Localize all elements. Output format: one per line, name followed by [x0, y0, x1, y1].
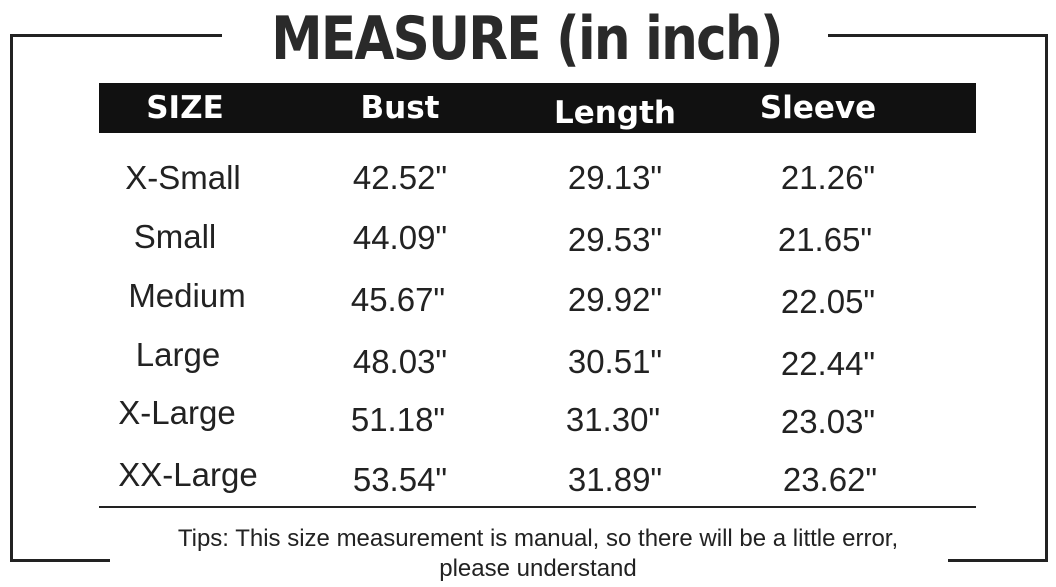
cell-length: 31.30": [565, 401, 661, 438]
frame-bottom-right: [948, 559, 1048, 562]
frame-top-right: [828, 34, 1048, 37]
table-bottom-rule: [99, 506, 976, 508]
tips-line-1: Tips: This size measurement is manual, s…: [177, 525, 899, 552]
frame-right: [1045, 34, 1048, 562]
frame-top-left: [10, 34, 222, 37]
cell-size: Small: [133, 218, 217, 255]
cell-length: 29.53": [567, 221, 663, 258]
cell-bust: 48.03": [352, 343, 448, 380]
table-header-bar: [99, 83, 976, 133]
tips-note: Tips: This size measurement is manual, s…: [100, 524, 976, 584]
cell-bust: 53.54": [352, 461, 448, 498]
cell-length: 31.89": [567, 461, 663, 498]
cell-size: X-Large: [118, 394, 236, 431]
cell-size: Large: [135, 336, 221, 373]
cell-length: 30.51": [567, 343, 663, 380]
header-bust: Bust: [360, 90, 440, 126]
cell-size: Medium: [128, 277, 246, 314]
cell-sleeve: 21.65": [777, 221, 873, 258]
header-length: Length: [554, 95, 676, 131]
cell-sleeve: 23.03": [780, 403, 876, 440]
frame-left: [10, 34, 13, 562]
cell-length: 29.92": [567, 281, 663, 318]
header-sleeve: Sleeve: [759, 90, 877, 126]
cell-bust: 51.18": [350, 401, 446, 438]
cell-size: XX-Large: [118, 456, 258, 493]
page-title: MEASURE (in inch): [271, 4, 783, 74]
frame-bottom-left: [10, 559, 110, 562]
cell-bust: 44.09": [352, 219, 448, 256]
cell-sleeve: 23.62": [782, 461, 878, 498]
cell-sleeve: 22.05": [780, 283, 876, 320]
cell-length: 29.13": [567, 159, 663, 196]
cell-size: X-Small: [125, 159, 241, 196]
cell-sleeve: 22.44": [780, 345, 876, 382]
cell-bust: 42.52": [352, 159, 448, 196]
cell-bust: 45.67": [350, 281, 446, 318]
cell-sleeve: 21.26": [780, 159, 876, 196]
tips-line-2: please understand: [439, 555, 637, 582]
header-size: SIZE: [146, 90, 224, 126]
